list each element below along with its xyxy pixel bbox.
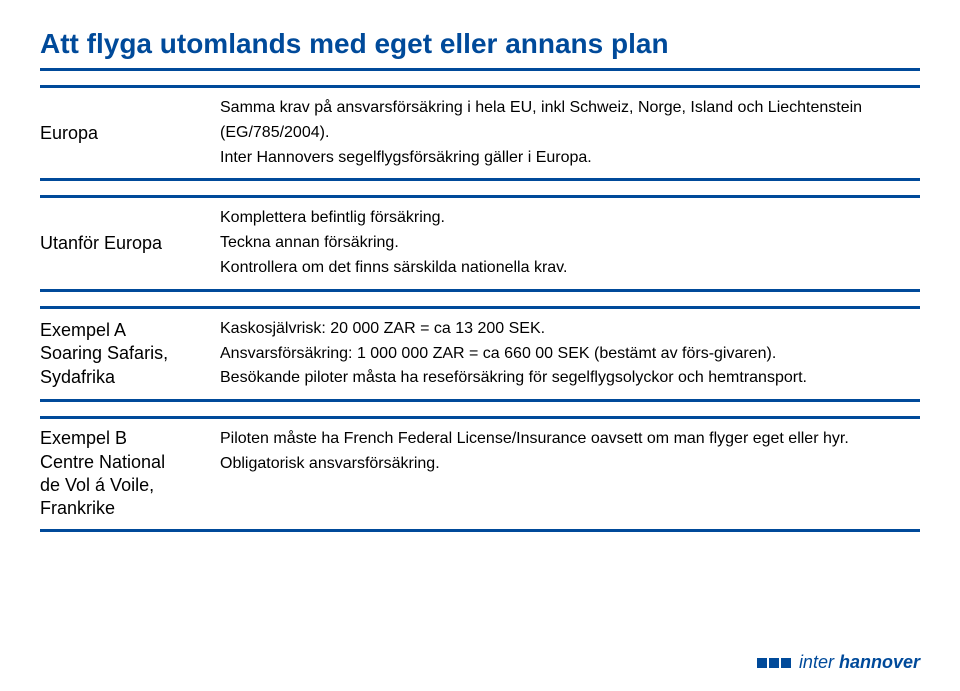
- section-row: EuropaSamma krav på ansvarsförsäkring i …: [40, 85, 920, 181]
- section-body: Utanför EuropaKomplettera befintlig förs…: [40, 198, 920, 288]
- section-row: Exempel BCentre Nationalde Vol á Voile,F…: [40, 416, 920, 532]
- sections-container: EuropaSamma krav på ansvarsförsäkring i …: [40, 85, 920, 532]
- section-label-line: Soaring Safaris,: [40, 342, 220, 365]
- section-label: Utanför Europa: [40, 206, 220, 280]
- page-title: Att flyga utomlands med eget eller annan…: [40, 28, 920, 60]
- section-content: Kaskosjälvrisk: 20 000 ZAR = ca 13 200 S…: [220, 317, 920, 391]
- section-bar-bottom: [40, 399, 920, 402]
- section-content-line: Besökande piloter måsta ha reseförsäkrin…: [220, 366, 920, 391]
- section-label-line: Centre National: [40, 451, 220, 474]
- section-body: Exempel BCentre Nationalde Vol á Voile,F…: [40, 419, 920, 529]
- section-content: Piloten måste ha French Federal License/…: [220, 427, 920, 521]
- section-content-line: Teckna annan försäkring.: [220, 231, 920, 256]
- section-content-line: Samma krav på ansvarsförsäkring i hela E…: [220, 96, 920, 146]
- section-row: Exempel ASoaring Safaris,SydafrikaKaskos…: [40, 306, 920, 402]
- section-label-line: de Vol á Voile,: [40, 474, 220, 497]
- section-label-line: Exempel A: [40, 319, 220, 342]
- section-content-line: Ansvarsförsäkring: 1 000 000 ZAR = ca 66…: [220, 342, 920, 367]
- section-label-line: Utanför Europa: [40, 232, 220, 255]
- section-label: Europa: [40, 96, 220, 170]
- logo-word1: inter: [799, 652, 834, 672]
- section-content-line: Inter Hannovers segelflygsförsäkring gäl…: [220, 146, 920, 171]
- section-label-line: Europa: [40, 122, 220, 145]
- section-label: Exempel ASoaring Safaris,Sydafrika: [40, 317, 220, 391]
- section-body: Exempel ASoaring Safaris,SydafrikaKaskos…: [40, 309, 920, 399]
- section-content-line: Komplettera befintlig försäkring.: [220, 206, 920, 231]
- section-content: Komplettera befintlig försäkring.Teckna …: [220, 206, 920, 280]
- section-bar-bottom: [40, 529, 920, 532]
- section-content: Samma krav på ansvarsförsäkring i hela E…: [220, 96, 920, 170]
- section-content-line: Piloten måste ha French Federal License/…: [220, 427, 920, 452]
- logo-boxes-icon: [757, 658, 793, 668]
- section-bar-bottom: [40, 289, 920, 292]
- section-bar-bottom: [40, 178, 920, 181]
- section-content-line: Obligatorisk ansvarsförsäkring.: [220, 452, 920, 477]
- section-content-line: Kaskosjälvrisk: 20 000 ZAR = ca 13 200 S…: [220, 317, 920, 342]
- section-content-line: Kontrollera om det finns särskilda natio…: [220, 256, 920, 281]
- section-label-line: Exempel B: [40, 427, 220, 450]
- section-body: EuropaSamma krav på ansvarsförsäkring i …: [40, 88, 920, 178]
- logo-text: inter hannover: [799, 652, 920, 673]
- logo-word2: hannover: [839, 652, 920, 672]
- title-underline: [40, 68, 920, 71]
- section-label: Exempel BCentre Nationalde Vol á Voile,F…: [40, 427, 220, 521]
- section-label-line: Frankrike: [40, 497, 220, 520]
- footer-logo: inter hannover: [757, 652, 920, 673]
- section-row: Utanför EuropaKomplettera befintlig förs…: [40, 195, 920, 291]
- section-label-line: Sydafrika: [40, 366, 220, 389]
